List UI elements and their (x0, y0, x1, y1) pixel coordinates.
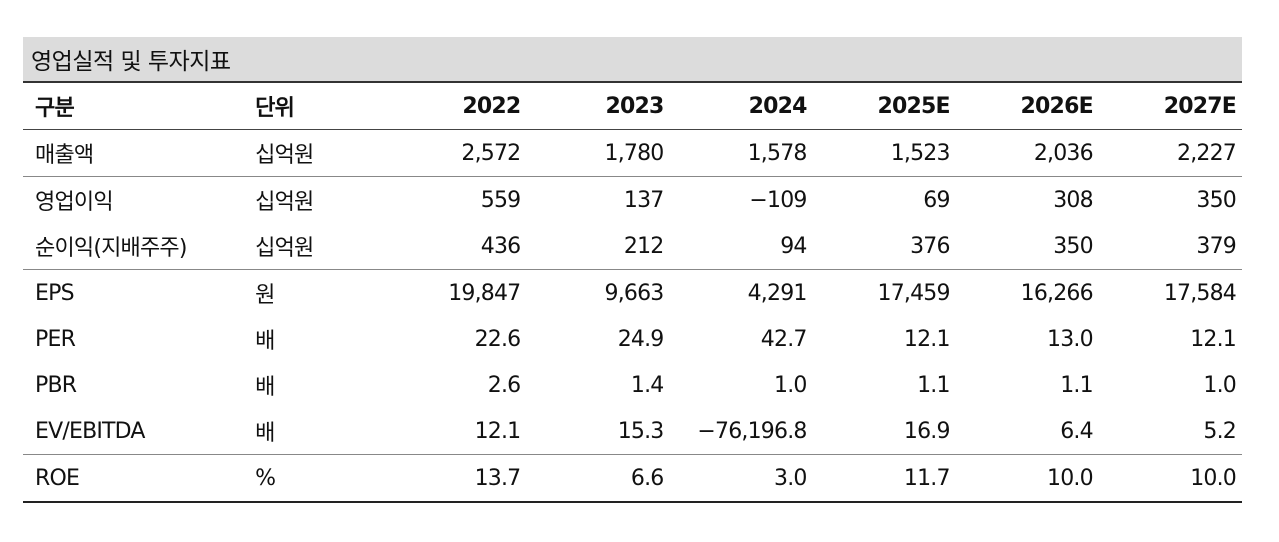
header-year-2025e: 2025E (812, 83, 956, 130)
cell-value: 2.6 (487, 372, 521, 398)
cell-value: 9,663 (604, 280, 665, 306)
cell-value: 10.0 (1098, 454, 1242, 503)
cell-value: 3.0 (669, 454, 813, 503)
header-year-2023: 2023 (526, 83, 670, 130)
row-unit: 배 (255, 375, 275, 400)
cell-value: 308 (1053, 187, 1093, 213)
header-row: 구분 단위 2022 2023 2024 2025E 2026E 2027E (23, 83, 1242, 130)
cell-value: 376 (812, 223, 956, 270)
header-year-2026e: 2026E (955, 83, 1099, 130)
cell-value: 436 (383, 223, 527, 270)
cell-value: 69 (923, 187, 950, 213)
header-year-2027e: 2027E (1098, 83, 1242, 130)
row-unit: 십억원 (255, 190, 314, 215)
cell-value: 94 (669, 223, 813, 270)
row-label: 영업이익 (35, 190, 114, 215)
row-unit: 원 (255, 283, 275, 308)
row-unit: 십억원 (251, 129, 384, 177)
row-label: EPS (35, 280, 75, 306)
table-row: PER 배 22.6 24.9 42.7 12.1 13.0 12.1 (23, 316, 1242, 362)
cell-value: 1.4 (630, 372, 664, 398)
cell-value: 42.7 (760, 326, 808, 352)
cell-value: 22.6 (474, 326, 522, 352)
cell-value: 2,036 (955, 129, 1099, 177)
cell-value: 137 (623, 187, 664, 213)
row-label: 순이익(지배주주) (23, 223, 252, 270)
cell-value: 1.1 (1060, 372, 1093, 398)
cell-value: 1,578 (669, 129, 813, 177)
cell-value: 11.7 (812, 454, 956, 503)
cell-value: 559 (480, 187, 521, 213)
cell-value: 24.9 (617, 326, 665, 352)
table-row: EV/EBITDA 배 12.1 15.3 −76,196.8 16.9 6.4… (23, 408, 1242, 455)
table-row: 순이익(지배주주) 십억원 436 212 94 376 350 379 (23, 223, 1242, 270)
cell-value: 16.9 (812, 408, 956, 455)
row-label: PER (35, 326, 76, 352)
cell-value: 212 (526, 223, 670, 270)
financial-table: 구분 단위 2022 2023 2024 2025E 2026E 2027E 매… (23, 83, 1242, 503)
cell-value: 15.3 (526, 408, 670, 455)
table-row: ROE % 13.7 6.6 3.0 11.7 10.0 10.0 (23, 454, 1242, 503)
cell-value: −109 (749, 187, 807, 213)
cell-value: 6.4 (955, 408, 1099, 455)
cell-value: 2,572 (383, 129, 527, 177)
cell-value: 379 (1098, 223, 1242, 270)
cell-value: 5.2 (1098, 408, 1242, 455)
cell-value: 17,584 (1163, 280, 1237, 306)
table-title: 영업실적 및 투자지표 (23, 37, 1242, 83)
header-year-2024: 2024 (669, 83, 813, 130)
cell-value: 12.1 (1190, 326, 1237, 352)
cell-value: 1,523 (812, 129, 956, 177)
cell-value: 1,780 (526, 129, 670, 177)
row-unit: 십억원 (251, 223, 384, 270)
table-row: 영업이익 십억원 559 137 −109 69 308 350 (23, 177, 1242, 224)
cell-value: 350 (1196, 187, 1236, 213)
header-year-2022: 2022 (383, 83, 527, 130)
cell-value: 10.0 (955, 454, 1099, 503)
table-row: 매출액 십억원 2,572 1,780 1,578 1,523 2,036 2,… (23, 129, 1242, 177)
table-row: PBR 배 2.6 1.4 1.0 1.1 1.1 1.0 (23, 362, 1242, 408)
table-row: EPS 원 19,847 9,663 4,291 17,459 16,266 1… (23, 270, 1242, 317)
cell-value: 19,847 (448, 280, 521, 306)
row-label: 매출액 (23, 129, 252, 177)
financial-table-panel: 영업실적 및 투자지표 구분 단위 2022 2023 2024 2025E 2… (23, 37, 1242, 503)
row-label: ROE (23, 454, 252, 503)
row-unit: % (251, 454, 384, 503)
row-label: EV/EBITDA (23, 408, 252, 455)
cell-value: 17,459 (877, 280, 951, 306)
row-unit: 배 (255, 329, 275, 354)
cell-value: −76,196.8 (669, 408, 813, 455)
row-unit: 배 (251, 408, 384, 455)
cell-value: 16,266 (1020, 280, 1094, 306)
cell-value: 1.0 (1203, 372, 1236, 398)
cell-value: 13.7 (383, 454, 527, 503)
cell-value: 4,291 (747, 280, 808, 306)
cell-value: 6.6 (526, 454, 670, 503)
cell-value: 350 (955, 223, 1099, 270)
header-category: 구분 (23, 83, 252, 130)
header-unit: 단위 (251, 83, 384, 130)
cell-value: 12.1 (903, 326, 951, 352)
cell-value: 13.0 (1047, 326, 1094, 352)
row-label: PBR (35, 372, 77, 398)
cell-value: 2,227 (1098, 129, 1242, 177)
cell-value: 1.1 (917, 372, 950, 398)
cell-value: 1.0 (774, 372, 807, 398)
cell-value: 12.1 (383, 408, 527, 455)
